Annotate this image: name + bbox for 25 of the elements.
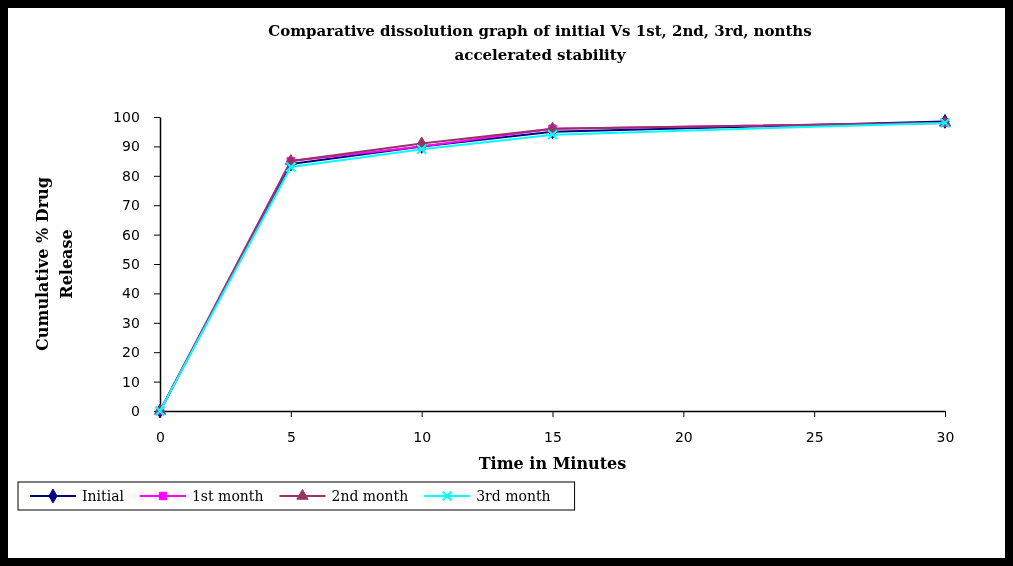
y-tick-label: 20 bbox=[121, 344, 140, 361]
legend-label: 3rd month bbox=[476, 488, 551, 504]
x-tick-label: 10 bbox=[413, 429, 432, 446]
x-axis-title: Time in Minutes bbox=[478, 454, 627, 473]
x-tick-label: 15 bbox=[544, 429, 562, 446]
x-tick-label: 0 bbox=[156, 429, 165, 446]
y-tick-label: 50 bbox=[121, 255, 140, 272]
legend-label: 1st month bbox=[191, 488, 264, 504]
y-tick-label: 80 bbox=[121, 167, 140, 184]
y-tick-label: 0 bbox=[130, 402, 140, 419]
x-tick-label: 20 bbox=[674, 429, 693, 446]
y-tick-label: 30 bbox=[121, 314, 140, 331]
y-tick-label: 90 bbox=[121, 138, 140, 155]
y-axis-title: Cumulative % Drug Release bbox=[33, 177, 76, 351]
x-tick-label: 30 bbox=[936, 429, 955, 446]
y-tick-label: 100 bbox=[113, 108, 140, 125]
y-tick-label: 70 bbox=[121, 197, 140, 214]
y-tick-label: 10 bbox=[121, 373, 140, 390]
legend-label: 2nd month bbox=[331, 488, 409, 504]
x-tick-label: 5 bbox=[286, 429, 296, 446]
legend-label: Initial bbox=[82, 488, 125, 504]
chart-title: Comparative dissolution graph of initial Vs 1st, 2nd, 3rd, nonths accelerated stability bbox=[268, 22, 812, 64]
x-tick-label: 25 bbox=[805, 429, 824, 446]
y-tick-label: 40 bbox=[121, 285, 140, 302]
y-tick-label: 60 bbox=[121, 226, 140, 243]
